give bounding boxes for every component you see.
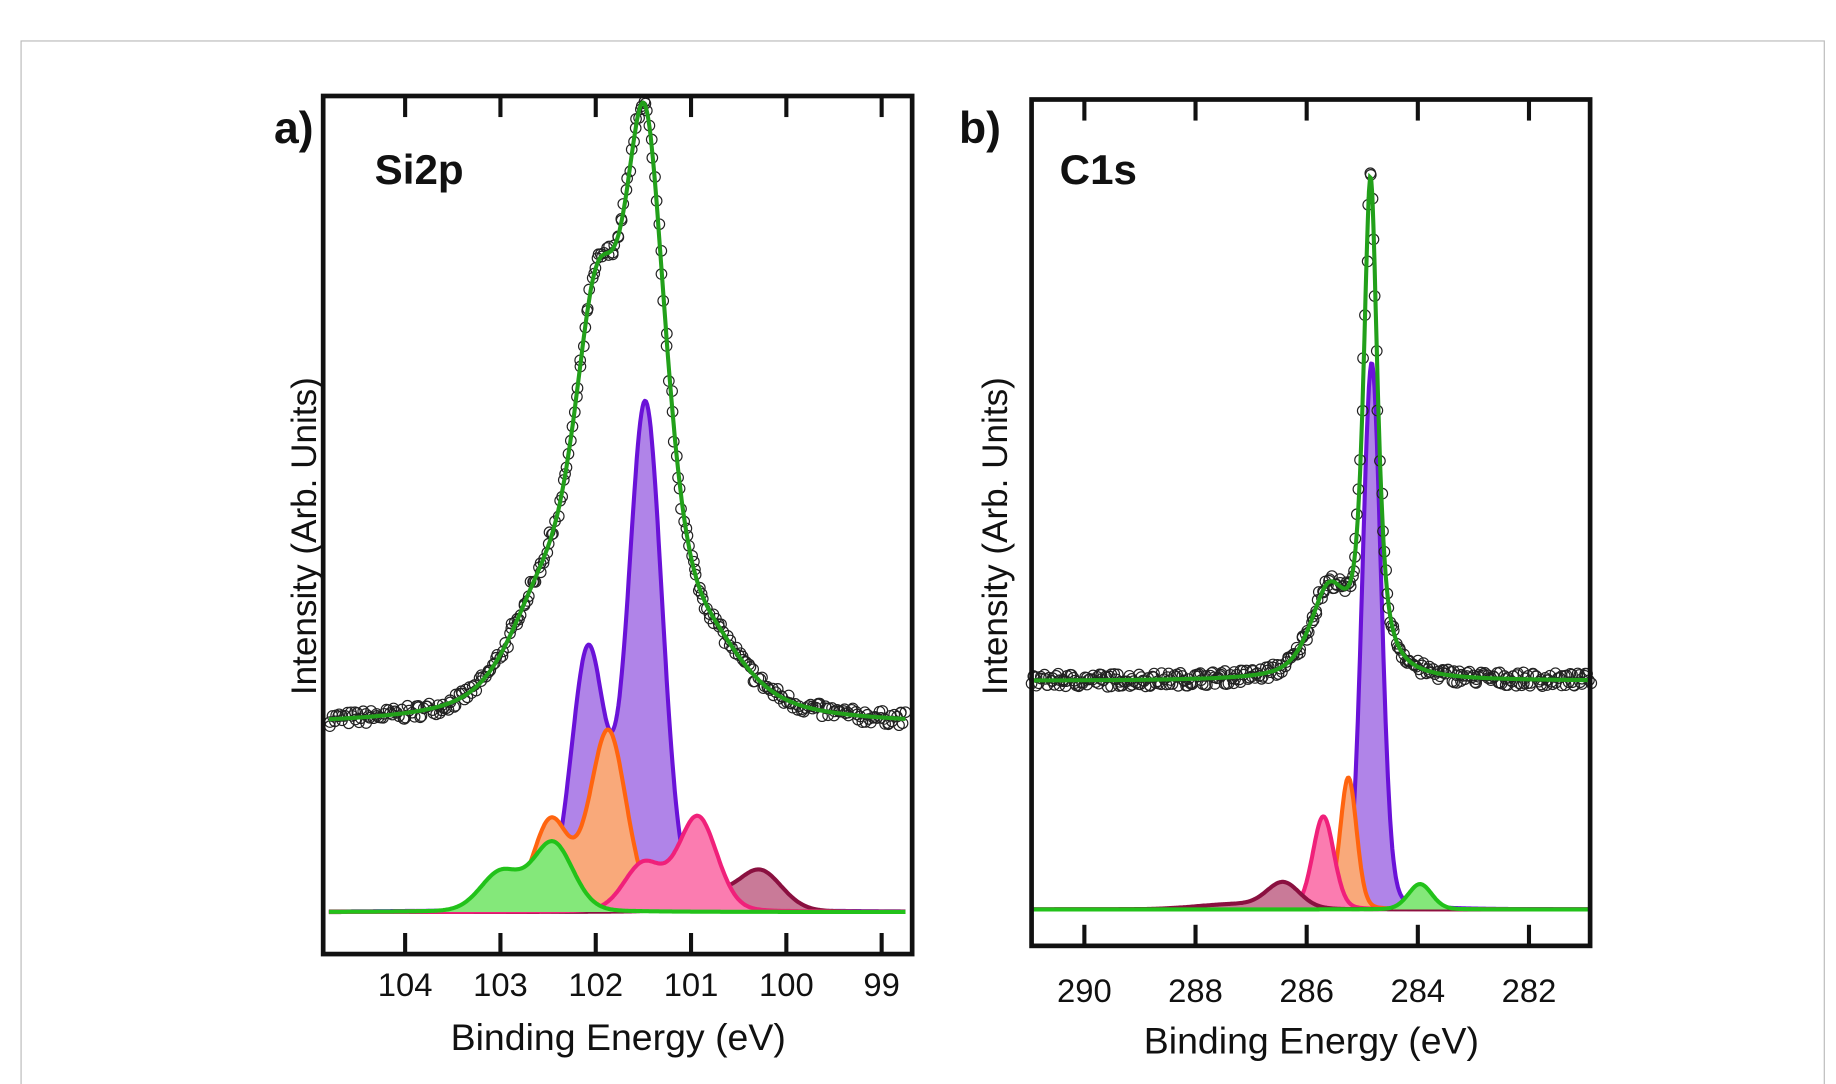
x-tick-label: 101 [664,966,719,1003]
component-line-4 [328,839,907,914]
x-tick-label: 286 [1279,972,1334,1009]
y-axis-label: Intensity (Arb. Units) [976,377,1015,695]
panel-label: b) [959,104,1001,153]
data-point [752,672,765,684]
envelope-fit-line [328,100,906,722]
x-tick-label: 290 [1057,972,1112,1009]
measured-data-points [1025,167,1598,693]
data-point [726,642,738,654]
plot-frame [1029,97,1593,949]
component-line-4 [1030,882,1591,912]
fit-components [1030,361,1591,912]
x-tick-label: 282 [1502,972,1557,1009]
x-tick-label: 104 [378,966,433,1003]
x-tick-label: 100 [759,966,814,1003]
chart-title: Si2p [375,146,464,193]
x-axis-label: Binding Energy (eV) [451,1016,786,1058]
plot-frame [320,93,915,957]
x-tick-label: 288 [1168,972,1223,1009]
data-point [1199,670,1212,682]
fit-components [328,398,907,915]
x-axis-label: Binding Energy (eV) [1144,1020,1479,1062]
component-fill-1 [328,729,906,913]
figure-frame [20,40,1825,1084]
component-fill-2 [328,869,906,913]
x-tick-label: 102 [568,966,623,1003]
x-tick-label: 103 [473,966,528,1003]
x-tick-label: 284 [1390,972,1445,1009]
panel-a-si2p: a) Si2p Intensity (Arb. Units) Binding E… [274,93,915,1058]
chart-title: C1s [1060,146,1137,193]
envelope-fit-line [1031,172,1591,683]
x-tick-label: 99 [863,966,899,1003]
data-point [326,710,339,722]
data-point [339,709,351,722]
panel-b-c1s: b) C1s Intensity (Arb. Units) Binding En… [959,97,1598,1062]
panel-label: a) [274,104,314,153]
y-axis-label: Intensity (Arb. Units) [285,377,324,695]
